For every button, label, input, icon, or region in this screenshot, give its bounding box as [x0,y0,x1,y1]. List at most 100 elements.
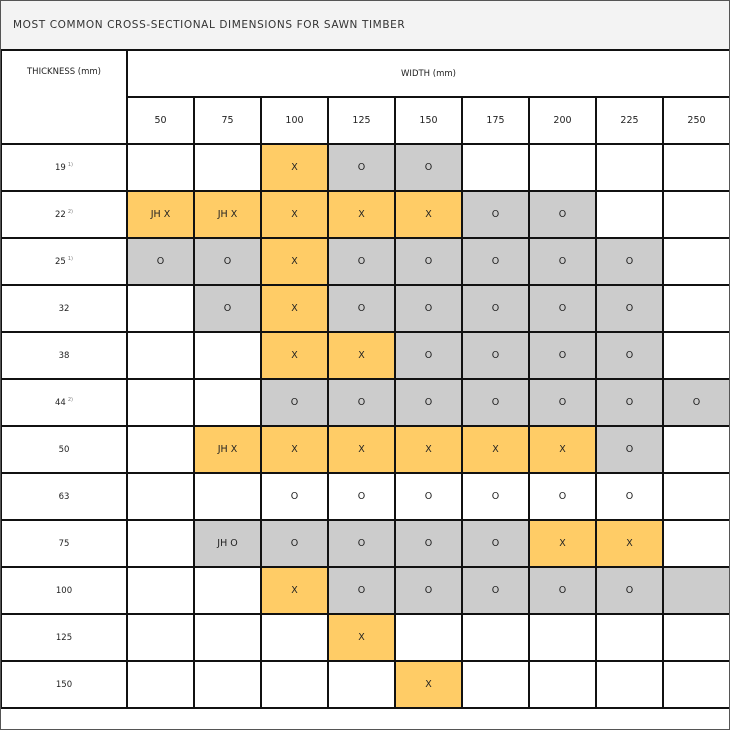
dimension-cell [662,425,729,474]
thickness-value: 19 [55,162,66,173]
dimension-cell: O [528,378,597,427]
dimension-cell: O [461,378,530,427]
dimension-cell: X [327,331,396,380]
dimension-cell: O [528,472,597,521]
dimension-cell: X [260,190,329,239]
dimension-cell: O [394,472,463,521]
width-column-header: 75 [193,96,262,145]
dimension-cell: O [595,284,664,333]
dimension-cell: O [394,519,463,568]
thickness-value: 100 [55,585,73,596]
dimension-cell [662,331,729,380]
dimension-cell [126,425,195,474]
dimension-cell [662,190,729,239]
dimension-cell [126,378,195,427]
dimension-cell [193,331,262,380]
dimension-cell: X [394,660,463,709]
thickness-value: 32 [58,303,70,314]
thickness-label: 125 [1,613,128,662]
dimension-cell: O [327,472,396,521]
dimension-cell: O [394,237,463,286]
dimension-cell: O [528,331,597,380]
thickness-value: 44 [55,397,66,408]
page-title: MOST COMMON CROSS-SECTIONAL DIMENSIONS F… [1,1,729,50]
width-column-header: 125 [327,96,396,145]
width-column-header: 225 [595,96,664,145]
dimension-cell [528,613,597,662]
table-row: 150 X [1,660,729,709]
dimension-cell: O [461,331,530,380]
dimension-cell: X [394,425,463,474]
table-row: 63 O O O O O O [1,472,729,521]
dimension-cell [260,660,329,709]
thickness-label: 22 2) [1,190,128,239]
width-column-header: 50 [126,96,195,145]
dimension-cell: O [327,143,396,192]
dimension-cell: JH X [193,190,262,239]
dimension-cell: X [394,190,463,239]
dimension-cell: O [461,566,530,615]
table-row: 100 X O O O O O [1,566,729,615]
thickness-label: 38 [1,331,128,380]
dimension-cell [461,660,530,709]
dimension-cell [260,613,329,662]
dimension-cell: O [327,519,396,568]
dimension-cell: O [528,190,597,239]
thickness-label: 19 1) [1,143,128,192]
thickness-label: 44 2) [1,378,128,427]
thickness-value: 75 [58,538,70,549]
footnote-marker: 1) [67,256,73,263]
table-row: 32 O X O O O O O [1,284,729,333]
dimension-cell: X [528,519,597,568]
dimension-cell: O [528,237,597,286]
dimension-cell: O [595,425,664,474]
dimension-cell: X [327,425,396,474]
dimension-cell: O [327,284,396,333]
thickness-value: 38 [58,350,70,361]
dimension-cell [193,472,262,521]
dimension-cell: O [394,143,463,192]
thickness-header: THICKNESS (mm) [1,49,128,145]
dimension-cell: X [260,143,329,192]
dimension-cell: O [126,237,195,286]
thickness-label: 32 [1,284,128,333]
dimension-cell: O [461,284,530,333]
dimension-cell: X [461,425,530,474]
thickness-label: 25 1) [1,237,128,286]
dimension-cell [193,613,262,662]
dimension-cell [662,613,729,662]
dimension-cell [461,613,530,662]
thickness-value: 150 [55,679,73,690]
dimension-cell [662,237,729,286]
dimension-cell: O [662,378,729,427]
footnote-marker: 2) [67,209,73,216]
dimension-cell [662,143,729,192]
dimension-cell: O [260,378,329,427]
dimension-cell: O [595,472,664,521]
dimension-cell [595,143,664,192]
width-column-header: 175 [461,96,530,145]
dimension-cell: O [394,566,463,615]
dimension-cell: X [327,613,396,662]
dimension-cell [595,190,664,239]
dimension-cell: O [595,378,664,427]
dimension-cell [662,519,729,568]
thickness-label: 63 [1,472,128,521]
dimension-cell [126,519,195,568]
dimension-cell: X [528,425,597,474]
dimension-cell [528,143,597,192]
dimension-cell [126,660,195,709]
dimension-cell: X [260,237,329,286]
width-column-header: 250 [662,96,729,145]
dimension-cell [193,566,262,615]
dimension-cell: O [528,566,597,615]
dimension-cell: O [193,237,262,286]
table-row: 38 X X O O O O [1,331,729,380]
dimension-cell: JH X [193,425,262,474]
width-values-row: 50 75 100 125 150 175 200 225 250 [1,96,729,145]
dimension-cell [662,566,729,615]
dimension-cell: O [595,237,664,286]
dimension-cell [662,472,729,521]
